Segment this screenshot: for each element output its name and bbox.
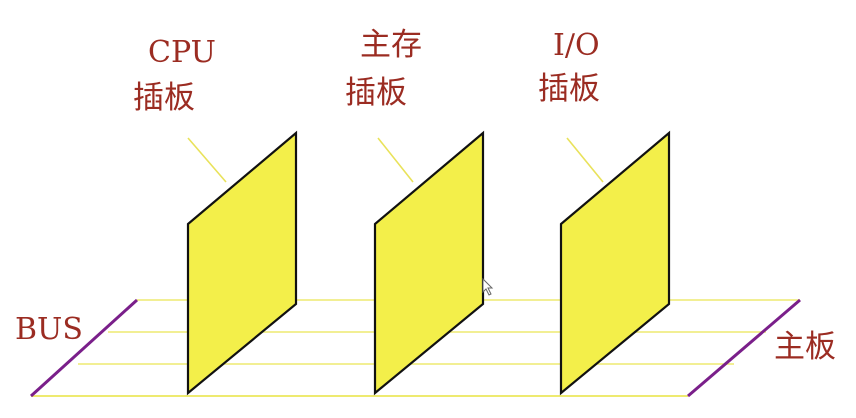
io-board-label-line2: 插板 <box>538 71 600 107</box>
memory-leader-line <box>377 137 414 183</box>
io-board <box>559 130 671 396</box>
motherboard-left-edge <box>29 298 139 398</box>
diagram-labels: CPU 插板 主存 插板 I/O 插板 BUS 主板 <box>15 27 836 365</box>
memory-board <box>373 130 485 396</box>
cpu-board-label-line2: 插板 <box>133 80 195 116</box>
cpu-board-label-line1: CPU <box>148 35 216 70</box>
memory-board-label-line1: 主存 <box>360 27 422 63</box>
memory-board-label-line2: 插板 <box>345 75 407 111</box>
leader-lines <box>187 137 604 183</box>
io-board-label-line1: I/O <box>553 28 600 63</box>
expansion-boards <box>186 130 671 396</box>
motherboard-label: 主板 <box>774 329 836 365</box>
bus-label: BUS <box>15 312 83 347</box>
cursor <box>482 277 494 296</box>
cpu-board <box>186 130 298 396</box>
motherboard-right-edge <box>687 298 801 398</box>
io-leader-line <box>566 137 604 183</box>
cpu-leader-line <box>187 137 227 183</box>
